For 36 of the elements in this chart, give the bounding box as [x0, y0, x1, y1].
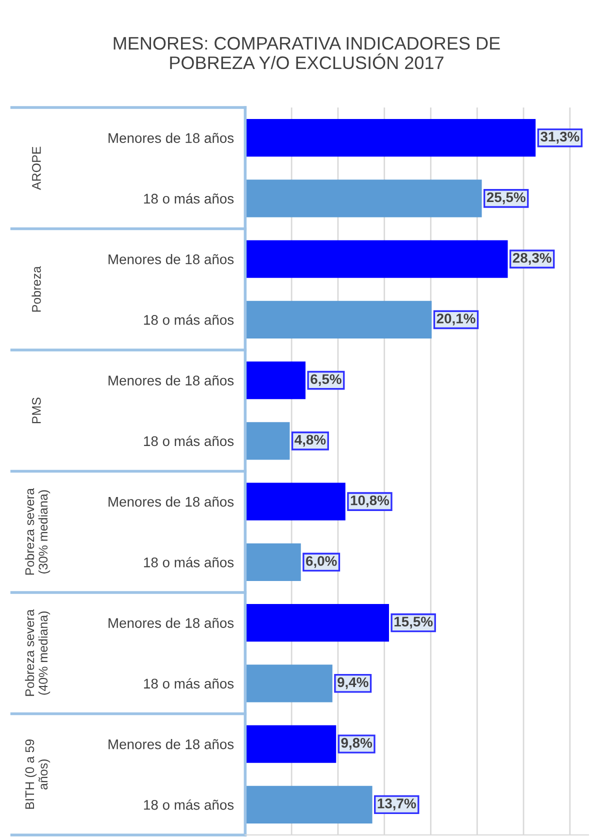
y-tick-label: 18 o más años [144, 436, 234, 446]
data-label: 31,3% [540, 132, 580, 144]
data-label: 6,0% [306, 556, 337, 568]
bar [245, 786, 372, 824]
text: BITH (0 a 59 años) [24, 740, 50, 809]
data-label: 10,8% [350, 495, 390, 508]
data-label: 13,7% [378, 798, 416, 810]
y-tick-label: 18 o más años [144, 678, 234, 689]
bar [245, 180, 482, 218]
bar [245, 543, 301, 581]
y-tick-label: 18 o más años [144, 193, 234, 204]
y-tick-label: 18 o más años [144, 556, 234, 568]
y-tick-label: Menores de 18 años [108, 738, 234, 750]
data-label: 4,8% [294, 434, 326, 447]
y-tick-label: Menores de 18 años [108, 496, 234, 507]
text: Pobreza severa (30% mediana) [24, 488, 50, 575]
bar [245, 664, 332, 702]
y-tick-label: Menores de 18 años [108, 132, 234, 143]
data-label: 28,3% [512, 252, 552, 265]
y-tick-label: 18 o más años [144, 314, 234, 325]
y-tick-label: Menores de 18 años [108, 375, 234, 386]
data-label: 6,5% [310, 374, 342, 386]
text: Pobreza [32, 266, 41, 312]
y-tick-label: Menores de 18 años [108, 618, 234, 628]
data-label: 20,1% [436, 314, 476, 326]
y-tick-label: Menores de 18 años [108, 254, 234, 264]
chart-title: MENORES: COMPARATIVA INDICADORES DE POBREZA Y/O EXCLUSIÓN 2017 [114, 36, 500, 70]
data-label: 9,4% [338, 677, 368, 690]
text: Pobreza severa (40% mediana) [24, 609, 50, 696]
bar [245, 482, 346, 520]
data-label: 25,5% [486, 192, 526, 204]
text: PMS [32, 398, 41, 424]
data-label: 15,5% [394, 616, 433, 629]
y-tick-label: 18 o más años [144, 799, 234, 810]
text: AROPE [32, 146, 41, 190]
data-label: 9,8% [341, 738, 372, 750]
